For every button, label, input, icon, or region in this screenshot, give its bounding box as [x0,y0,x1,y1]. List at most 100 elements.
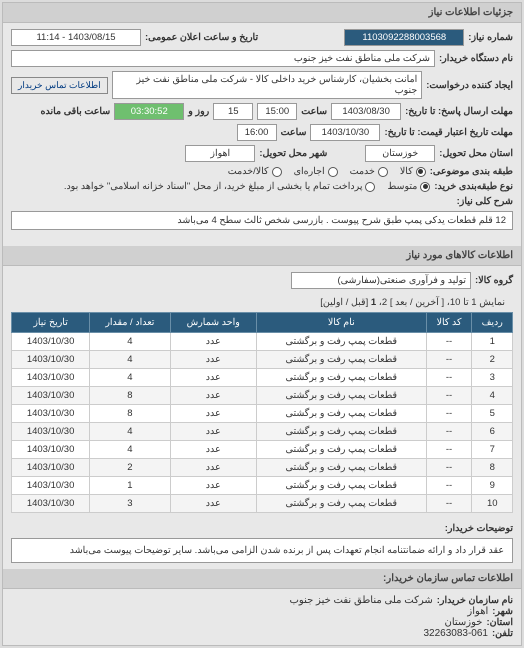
table-cell: 2 [90,459,170,477]
table-cell: قطعات پمپ رفت و برگشتی [256,351,426,369]
table-cell: 8 [472,459,513,477]
contact-button[interactable]: اطلاعات تماس خریدار [11,77,108,94]
pack-option-3[interactable]: کالا/خدمت [228,166,282,177]
table-cell: قطعات پمپ رفت و برگشتی [256,441,426,459]
table-cell: قطعات پمپ رفت و برگشتی [256,423,426,441]
table-col-header: تاریخ نیاز [12,313,90,333]
table-cell: -- [426,441,472,459]
public-date: 1403/08/15 - 11:14 [11,29,141,46]
table-cell: 4 [472,387,513,405]
table-cell: قطعات پمپ رفت و برگشتی [256,387,426,405]
buy-type-option-0[interactable]: متوسط [387,181,430,192]
table-cell: عدد [170,405,256,423]
table-row: 5--قطعات پمپ رفت و برگشتیعدد81403/10/30 [12,405,513,423]
pack-option-0[interactable]: کالا [400,166,426,177]
table-col-header: تعداد / مقدار [90,313,170,333]
radio-icon [365,182,375,192]
table-row: 10--قطعات پمپ رفت و برگشتیعدد31403/10/30 [12,495,513,513]
table-cell: عدد [170,477,256,495]
table-cell: 4 [90,423,170,441]
table-cell: 2 [472,351,513,369]
table-cell: 3 [472,369,513,387]
table-cell: 1403/10/30 [12,333,90,351]
table-cell: 4 [90,369,170,387]
org-city-label: شهر: [492,606,513,617]
pack-option-1[interactable]: خدمت [350,166,388,177]
table-cell: قطعات پمپ رفت و برگشتی [256,459,426,477]
table-cell: 6 [472,423,513,441]
radio-icon [416,167,426,177]
table-cell: 4 [90,333,170,351]
desc-field: 12 قلم قطعات یدکی پمپ طبق شرح پیوست . با… [11,211,513,230]
province-label: استان محل تحویل: [439,148,513,159]
days-label: روز و [188,106,209,117]
table-cell: 1403/10/30 [12,387,90,405]
buy-type-option-1[interactable]: پرداخت تمام یا بخشی از مبلغ خرید، از محل… [64,181,376,192]
notes-label: توضیحات خریدار: [445,523,513,534]
table-cell: -- [426,477,472,495]
table-row: 6--قطعات پمپ رفت و برگشتیعدد41403/10/30 [12,423,513,441]
validity-hour: 16:00 [237,124,277,141]
table-cell: 7 [472,441,513,459]
table-cell: 4 [90,441,170,459]
org-name-label: نام سازمان خریدار: [437,595,513,606]
table-col-header: واحد شمارش [170,313,256,333]
table-cell: 8 [90,405,170,423]
table-row: 2--قطعات پمپ رفت و برگشتیعدد41403/10/30 [12,351,513,369]
table-cell: عدد [170,369,256,387]
table-row: 8--قطعات پمپ رفت و برگشتیعدد21403/10/30 [12,459,513,477]
group-label: گروه کالا: [475,275,513,286]
buy-type-radio-group: متوسط پرداخت تمام یا بخشی از مبلغ خرید، … [64,181,431,192]
table-cell: -- [426,351,472,369]
deadline-send-label: مهلت ارسال پاسخ: تا تاریخ: [405,106,513,117]
number-label: شماره نیاز: [468,32,513,43]
main-container: جزئیات اطلاعات نیاز شماره نیاز: 11030922… [2,2,522,646]
table-cell: 5 [472,405,513,423]
table-row: 3--قطعات پمپ رفت و برگشتیعدد41403/10/30 [12,369,513,387]
table-cell: 1403/10/30 [12,477,90,495]
buy-type-label: نوع طبقه‌بندی خرید: [434,181,513,192]
request-number: 1103092288003568 [344,29,464,46]
org-phone: 32263083-061 [423,628,488,639]
table-cell: عدد [170,351,256,369]
table-row: 9--قطعات پمپ رفت و برگشتیعدد11403/10/30 [12,477,513,495]
table-cell: 1 [472,333,513,351]
page-title: جزئیات اطلاعات نیاز [3,3,521,23]
table-col-header: نام کالا [256,313,426,333]
radio-icon [378,167,388,177]
province-field: خوزستان [365,145,435,162]
hour-label-2: ساعت [281,127,307,138]
table-cell: قطعات پمپ رفت و برگشتی [256,405,426,423]
goods-section-title: اطلاعات کالاهای مورد نیاز [3,246,521,266]
pack-radio-group: کالا خدمت اجاره‌ای کالا/خدمت [228,166,426,177]
notes-box: عقد قرار داد و ارائه ضمانتنامه انجام تعه… [11,538,513,563]
pack-option-2[interactable]: اجاره‌ای [294,166,338,177]
radio-icon [272,167,282,177]
table-cell: -- [426,369,472,387]
table-cell: -- [426,423,472,441]
table-cell: عدد [170,423,256,441]
radio-icon [420,182,430,192]
org-phone-label: تلفن: [492,628,513,639]
group-field: تولید و فرآوری صنعتی(سفارشی) [291,272,471,289]
buyer-name: شرکت ملی مناطق نفت خیز جنوب [11,50,435,67]
deadline-send-date: 1403/08/30 [331,103,401,120]
table-cell: 1403/10/30 [12,423,90,441]
time-remain: 03:30:52 [114,103,184,120]
table-cell: -- [426,387,472,405]
pager: نمایش 1 تا 10، [ آخرین / بعد ] 2، 1 [قبل… [11,293,513,312]
table-cell: 1403/10/30 [12,405,90,423]
org-province: خوزستان [445,617,483,628]
org-province-label: استان: [486,617,513,628]
radio-icon [328,167,338,177]
table-col-header: کد کالا [426,313,472,333]
table-row: 7--قطعات پمپ رفت و برگشتیعدد41403/10/30 [12,441,513,459]
deadline-send-hour: 15:00 [257,103,297,120]
table-header-row: ردیفکد کالانام کالاواحد شمارشتعداد / مقد… [12,313,513,333]
table-cell: 9 [472,477,513,495]
buyer-label: نام دستگاه خریدار: [439,53,513,64]
pack-label: طبقه بندی موضوعی: [430,166,513,177]
table-cell: عدد [170,459,256,477]
table-row: 4--قطعات پمپ رفت و برگشتیعدد81403/10/30 [12,387,513,405]
validity-date: 1403/10/30 [310,124,380,141]
